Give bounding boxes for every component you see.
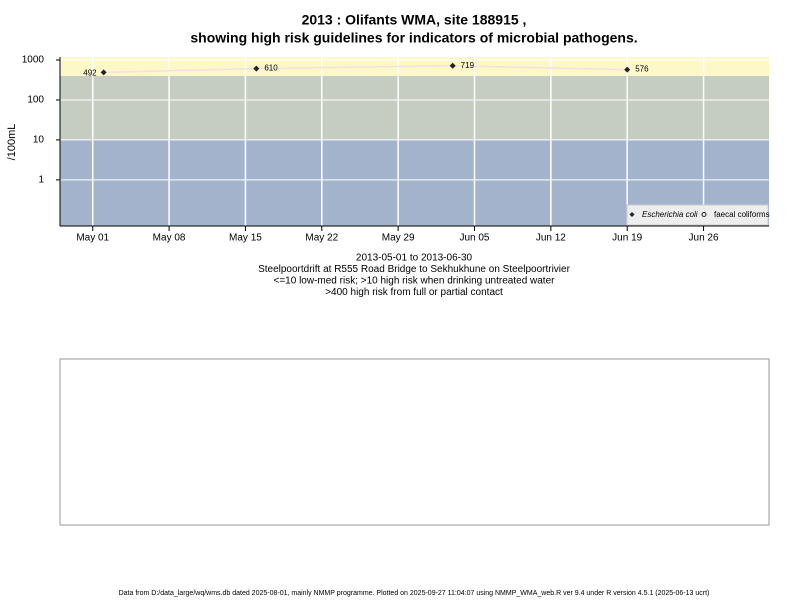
empty-panel bbox=[59, 358, 770, 526]
x-tick-label: May 08 bbox=[153, 233, 186, 244]
x-tick-label: May 22 bbox=[305, 233, 338, 244]
point bbox=[624, 66, 631, 73]
footer: Data from D:/data_large/wq/wms.db dated … bbox=[119, 590, 710, 597]
y-tick-label: 1000 bbox=[22, 55, 45, 66]
legend-label: faecal coliforms bbox=[714, 210, 770, 219]
legend-label: Escherichia coli bbox=[642, 210, 698, 219]
legend-marker bbox=[629, 212, 635, 217]
x-axis-label: >400 high risk from full or partial cont… bbox=[325, 287, 503, 298]
x-tick-label: Jun 19 bbox=[612, 233, 642, 244]
chart-subtitle: showing high risk guidelines for indicat… bbox=[190, 30, 637, 46]
y-tick-label: 10 bbox=[33, 135, 45, 146]
data-label: 492 bbox=[83, 68, 97, 77]
y-tick-label: 100 bbox=[27, 95, 44, 106]
x-tick-label: May 15 bbox=[229, 233, 262, 244]
legend-marker bbox=[701, 212, 707, 217]
data-label: 576 bbox=[635, 65, 649, 74]
x-tick-label: Jun 12 bbox=[536, 233, 566, 244]
legend-box bbox=[626, 204, 769, 226]
point bbox=[449, 62, 456, 69]
data-label: 719 bbox=[461, 61, 475, 70]
point bbox=[100, 69, 107, 76]
x-axis-label: <=10 low-med risk; >10 high risk when dr… bbox=[274, 276, 556, 287]
series-line bbox=[103, 64, 628, 74]
x-axis-label: 2013-05-01 to 2013-06-30 bbox=[356, 253, 473, 264]
risk-band bbox=[60, 75, 769, 140]
x-tick-label: Jun 26 bbox=[689, 233, 719, 244]
point bbox=[253, 65, 260, 72]
x-tick-label: May 29 bbox=[382, 233, 415, 244]
data-label: 610 bbox=[264, 64, 278, 73]
y-tick-label: 1 bbox=[38, 175, 44, 186]
y-axis-label: /100mL bbox=[6, 124, 18, 161]
chart-title: 2013 : Olifants WMA, site 188915 , bbox=[302, 12, 527, 28]
x-tick-label: Jun 05 bbox=[459, 233, 489, 244]
x-axis-label: Steelpoortdrift at R555 Road Bridge to S… bbox=[258, 264, 571, 275]
x-tick-label: May 01 bbox=[76, 233, 109, 244]
